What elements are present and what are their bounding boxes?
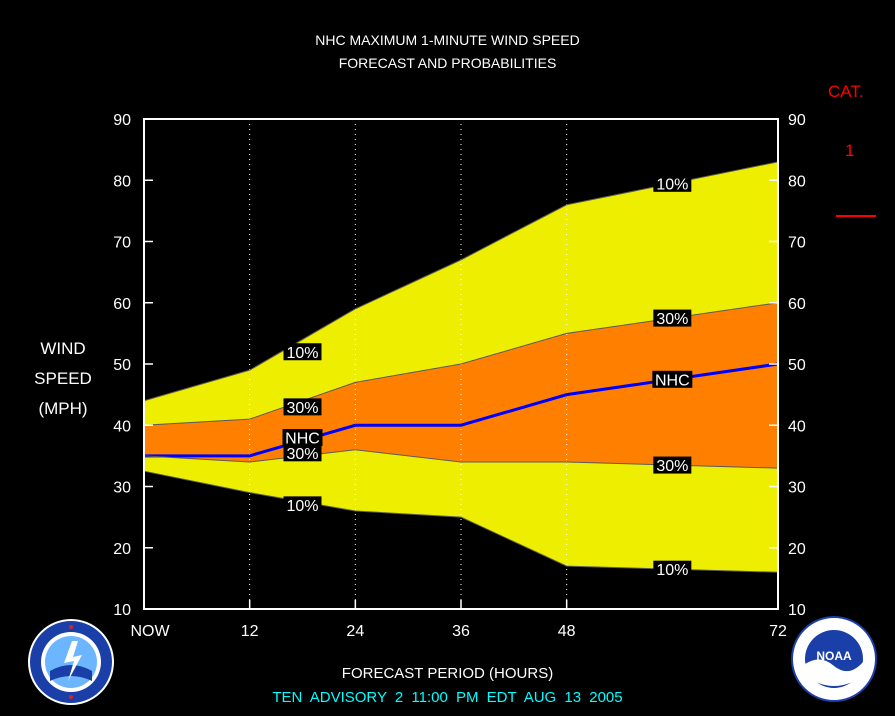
annotation-box <box>653 560 692 578</box>
annotation-box <box>283 444 322 462</box>
annotation-label: 10% <box>656 176 688 193</box>
y-tick-label-right: 30 <box>788 480 806 497</box>
advisory-text: TEN ADVISORY 2 11:00 PM EDT AUG 13 2005 <box>272 689 623 706</box>
x-tick-label: 72 <box>769 623 787 640</box>
category-label: CAT. <box>828 82 864 101</box>
y-axis-label-line3: (MPH) <box>38 399 88 418</box>
chart-subtitle: FORECAST AND PROBABILITIES <box>338 55 557 71</box>
y-tick-label-left: 50 <box>113 357 131 374</box>
y-tick-label-left: 10 <box>113 602 131 619</box>
y-tick-label-left: 70 <box>113 235 131 252</box>
y-tick-label-right: 80 <box>788 173 806 190</box>
annotation-box <box>652 370 693 388</box>
y-tick-label-right: 60 <box>788 296 806 313</box>
annotation-label: 10% <box>286 498 318 515</box>
nhc-forecast-line <box>144 362 779 458</box>
y-axis-label-line2: SPEED <box>34 369 92 388</box>
annotation-label: 30% <box>286 400 318 417</box>
probability-bands <box>144 161 778 573</box>
y-tick-label-right: 70 <box>788 235 806 252</box>
annotation-box <box>653 309 692 327</box>
y-tick-label-right: 20 <box>788 541 806 558</box>
x-tick-label: 24 <box>346 623 364 640</box>
y-tick-label-right: 90 <box>788 112 806 129</box>
y-tick-label-right: 10 <box>788 602 806 619</box>
y-tick-label-left: 90 <box>113 112 131 129</box>
y-tick-label-right: 40 <box>788 418 806 435</box>
chart-title: NHC MAXIMUM 1-MINUTE WIND SPEED <box>315 32 580 48</box>
series-boundary-3 <box>143 449 779 469</box>
series-boundary-1 <box>143 302 779 426</box>
y-tick-label-left: 40 <box>113 418 131 435</box>
annotation-label: 30% <box>656 311 688 328</box>
y-tick-label-left: 30 <box>113 480 131 497</box>
y-axis-label-line1: WIND <box>40 339 86 358</box>
annotation-label: 30% <box>656 458 688 475</box>
annotation-box <box>282 429 323 446</box>
annotation-box <box>283 343 322 361</box>
x-tick-label: 36 <box>452 623 470 640</box>
series-boundary-0 <box>143 161 779 402</box>
category-value: 1 <box>845 141 855 160</box>
y-tick-label-right: 50 <box>788 357 806 374</box>
series-boundary-4 <box>143 470 779 573</box>
annotation-box <box>653 456 692 474</box>
noaa-logo-text: NOAA <box>816 649 852 663</box>
annotation-label: 10% <box>286 345 318 362</box>
axis-ticks: 10 10 20 20 30 30 40 40 50 50 60 60 70 70 80 80 90 90 NOW 1… <box>113 112 806 640</box>
x-tick-label: 48 <box>558 623 576 640</box>
y-tick-label-left: 60 <box>113 296 131 313</box>
x-axis-label: FORECAST PERIOD (HOURS) <box>341 665 554 682</box>
y-tick-label-left: 20 <box>113 541 131 558</box>
y-tick-label-left: 80 <box>113 173 131 190</box>
annotation-label: NHC <box>655 372 690 389</box>
x-tick-label: 12 <box>241 623 259 640</box>
annotation-box <box>283 398 322 416</box>
annotation-label: NHC <box>285 431 320 448</box>
nws-logo <box>28 619 114 705</box>
noaa-logo: NOAA <box>791 616 877 702</box>
annotation-label: 30% <box>286 446 318 463</box>
series-lines <box>143 161 779 573</box>
x-tick-label: NOW <box>130 623 170 640</box>
annotation-label: 10% <box>656 562 688 579</box>
annotation-box <box>653 174 692 192</box>
annotation-box <box>283 496 322 514</box>
band-30-percent <box>144 302 778 469</box>
